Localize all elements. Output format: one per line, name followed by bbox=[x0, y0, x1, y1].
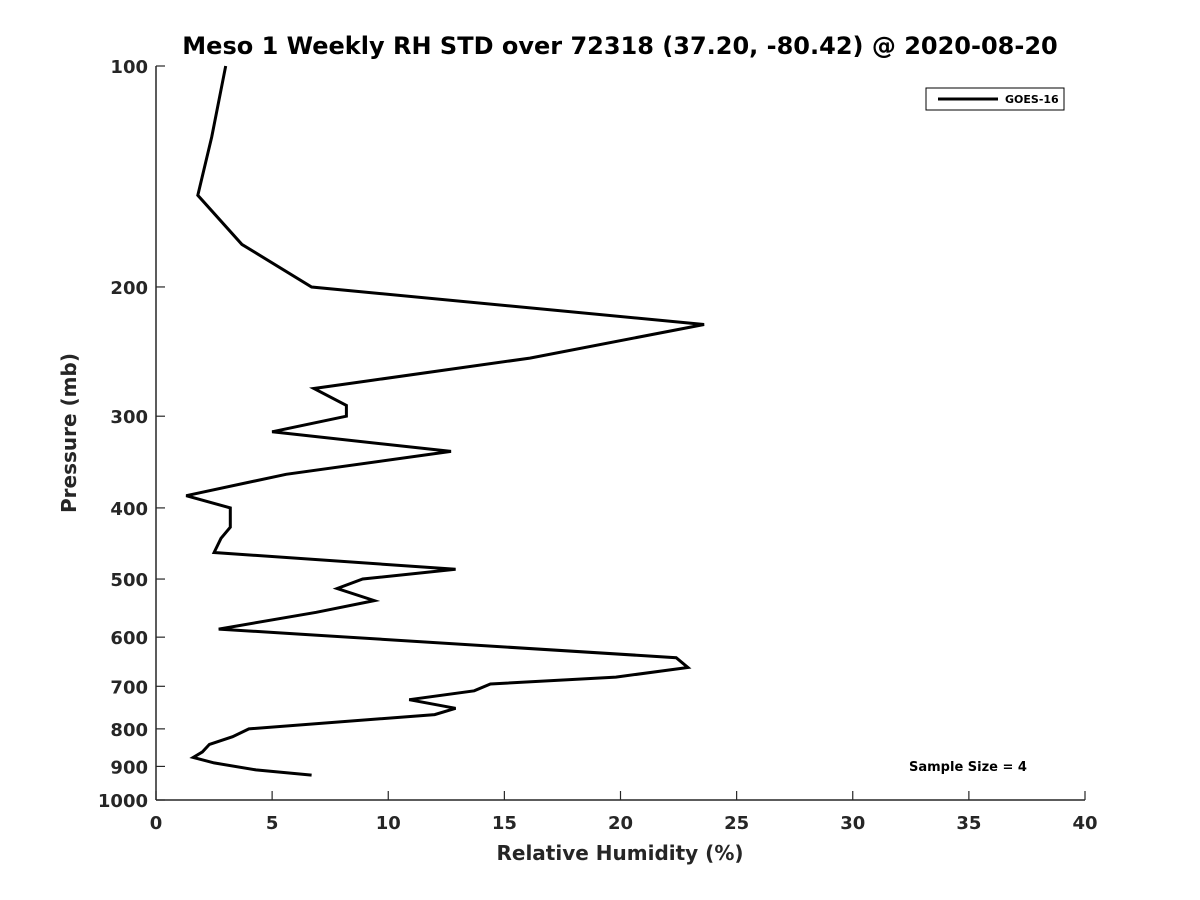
legend: GOES-16 bbox=[925, 87, 1065, 111]
y-tick-label: 200 bbox=[110, 278, 148, 299]
y-tick-label: 1000 bbox=[98, 791, 148, 812]
legend-label-goes-16: GOES-16 bbox=[1005, 93, 1059, 106]
x-tick-label: 15 bbox=[492, 813, 517, 834]
x-axis-ticks: 0 5 10 15 20 25 30 35 40 bbox=[150, 791, 1098, 834]
x-axis-label: Relative Humidity (%) bbox=[496, 841, 743, 865]
series-layer bbox=[185, 65, 705, 777]
x-tick-label: 35 bbox=[956, 813, 981, 834]
y-tick-label: 500 bbox=[110, 570, 148, 591]
x-tick-label: 5 bbox=[266, 813, 279, 834]
x-tick-label: 30 bbox=[840, 813, 865, 834]
y-tick-label: 300 bbox=[110, 407, 148, 428]
y-tick-label: 800 bbox=[110, 720, 148, 741]
y-tick-label: 400 bbox=[110, 499, 148, 520]
x-tick-label: 40 bbox=[1072, 813, 1097, 834]
x-tick-label: 20 bbox=[608, 813, 633, 834]
x-tick-label: 0 bbox=[150, 813, 163, 834]
y-tick-label: 700 bbox=[110, 677, 148, 698]
y-tick-label: 100 bbox=[110, 57, 148, 78]
x-tick-label: 10 bbox=[376, 813, 401, 834]
y-tick-label: 600 bbox=[110, 628, 148, 649]
series-line-goes-16 bbox=[185, 65, 705, 777]
chart-title: Meso 1 Weekly RH STD over 72318 (37.20, … bbox=[182, 32, 1057, 60]
y-tick-label: 900 bbox=[110, 757, 148, 778]
sample-size-annotation: Sample Size = 4 bbox=[909, 760, 1027, 775]
y-axis-label: Pressure (mb) bbox=[57, 353, 81, 513]
y-axis-ticks: 100 200 300 400 500 600 700 800 900 1000 bbox=[98, 57, 165, 812]
x-tick-label: 25 bbox=[724, 813, 749, 834]
